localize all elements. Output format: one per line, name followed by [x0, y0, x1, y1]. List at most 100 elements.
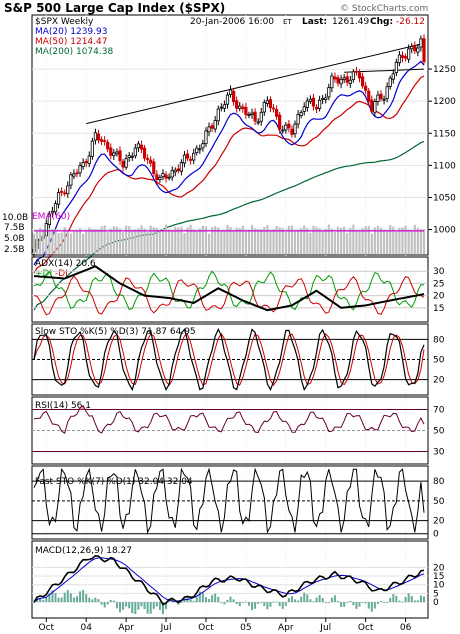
macd-histogram-bar: [189, 599, 192, 603]
candle-body: [281, 129, 285, 132]
volume-bar: [115, 226, 119, 254]
volume-bar: [269, 231, 272, 254]
candle-body: [388, 77, 392, 87]
x-tick-label: Jul: [160, 623, 172, 633]
macd-histogram-bar: [232, 599, 235, 603]
volume-bar: [39, 227, 42, 254]
macd-histogram-bar: [238, 602, 241, 607]
macd-histogram-bar: [407, 593, 410, 603]
macd-histogram-bar: [244, 601, 247, 603]
candle-body: [278, 114, 282, 130]
macd-histogram-bar: [63, 592, 66, 603]
volume-bar: [275, 225, 278, 254]
vol-tick-0: 10.0B: [2, 213, 28, 223]
candle-body: [394, 61, 398, 73]
candle-body: [167, 176, 171, 179]
price-tick-label: 1200: [433, 97, 456, 107]
macd-histogram-bar: [128, 602, 131, 609]
volume-bar: [204, 226, 208, 254]
minus-di-line: [33, 275, 425, 316]
macd-legend: MACD(12,26,9) 18.27: [35, 546, 132, 556]
candle-body: [75, 172, 79, 175]
macd-histogram-bar: [401, 601, 404, 603]
price-tick-label: 1000: [433, 226, 456, 236]
x-tick-label: Oct: [198, 623, 214, 633]
macd-histogram-bar: [263, 602, 266, 607]
volume-bar: [223, 230, 226, 254]
last-label: Last:: [302, 17, 327, 27]
candle-body: [342, 77, 346, 80]
volume-bar: [318, 228, 321, 254]
volume-bar: [333, 232, 337, 254]
macd-histogram-bar: [284, 602, 287, 606]
candle-body: [407, 48, 411, 60]
macd-histogram-bar: [146, 602, 149, 614]
rsi-line: [33, 404, 425, 435]
macd-histogram-bar: [300, 596, 303, 603]
candle-body: [305, 100, 309, 108]
volume-bar: [32, 233, 36, 254]
candle-body: [222, 104, 226, 109]
volume-bar: [263, 227, 266, 254]
candle-body: [47, 213, 51, 226]
volume-bar: [35, 231, 39, 254]
volume-bar: [232, 231, 235, 254]
candle-body: [158, 177, 162, 180]
volume-bar: [152, 227, 155, 254]
macd-histogram-bar: [131, 602, 134, 614]
macd-histogram-bar: [349, 601, 352, 603]
slow-sto-k-line: [33, 327, 425, 392]
plus-di-legend: +DI: [35, 269, 52, 279]
x-tick-label: 04: [80, 623, 92, 633]
macd-histogram-bar: [198, 591, 201, 603]
slow-sto-tick-label: 50: [433, 356, 445, 366]
candle-body: [216, 108, 220, 122]
candle-body: [416, 47, 420, 53]
macd-histogram-bar: [413, 600, 416, 603]
candle-body: [400, 55, 405, 59]
price-tick-label: 1100: [433, 161, 456, 171]
rsi-layer: 70 50 30: [32, 404, 445, 458]
volume-bar: [125, 225, 128, 254]
candle-body: [403, 56, 408, 59]
macd-histogram-bar: [294, 599, 297, 603]
volume-bar: [373, 227, 376, 254]
volume-bar: [180, 226, 183, 254]
candle-body: [265, 100, 269, 104]
fast-sto-tick-label: 80: [433, 477, 445, 487]
watermark: © StockCharts.com: [340, 4, 428, 14]
candle-body: [367, 90, 371, 102]
macd-histogram-bar: [204, 597, 207, 603]
macd-histogram-bar: [333, 595, 336, 603]
volume-bar: [419, 229, 423, 254]
candle-body: [247, 114, 251, 116]
volume-bar: [112, 226, 115, 254]
volume-bar: [146, 232, 149, 254]
candle-body: [142, 147, 147, 159]
candle-body: [96, 133, 101, 141]
volume-bar: [134, 229, 137, 254]
candle-body: [112, 152, 116, 156]
volume-bar: [266, 225, 269, 254]
volume-bar: [389, 225, 392, 254]
rsi-tick-label: 50: [433, 427, 445, 437]
volume-bar: [336, 226, 340, 254]
candle-body: [244, 106, 248, 116]
candle-body: [228, 89, 233, 95]
volume-bar: [118, 228, 122, 254]
candle-body: [124, 158, 128, 168]
volume-bar: [226, 224, 229, 254]
volume-bar: [100, 226, 103, 254]
fast-sto-tick-label: 0: [433, 530, 439, 540]
candle-body: [60, 190, 64, 193]
macd-histogram-bar: [39, 598, 42, 603]
candle-body: [170, 170, 174, 178]
candle-body: [333, 76, 337, 80]
ma20-legend: MA(20) 1239.93: [35, 27, 107, 37]
candle-body: [357, 72, 362, 79]
volume-bar: [131, 230, 134, 254]
macd-histogram-bar: [229, 596, 232, 603]
macd-histogram-bar: [358, 602, 361, 607]
volume-bar: [324, 229, 327, 254]
